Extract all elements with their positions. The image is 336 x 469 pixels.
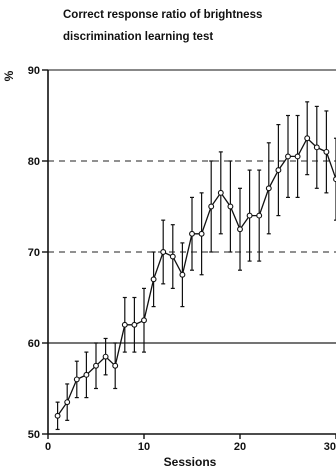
chart-title-line-2: discrimination learning test (63, 31, 214, 43)
data-point (54, 412, 61, 419)
y-tick-label-70: 70 (28, 247, 40, 259)
data-point (150, 276, 157, 283)
y-axis-label: % (2, 70, 16, 81)
data-point (179, 271, 186, 278)
data-point (275, 167, 282, 174)
x-axis-label: Sessions (164, 455, 217, 469)
x-tick-label-0: 0 (45, 441, 51, 453)
data-point (198, 230, 205, 237)
y-tick-label-50: 50 (28, 429, 40, 441)
x-tick-label-20: 20 (234, 441, 246, 453)
data-point (323, 148, 330, 155)
data-point (285, 153, 291, 160)
series-line-layer (57, 137, 336, 417)
y-tick-label-80: 80 (28, 156, 40, 168)
data-point (227, 203, 234, 210)
x-tick-label-30: 30 (324, 441, 336, 453)
data-point (333, 176, 336, 183)
data-point (246, 212, 253, 219)
x-ticks: 0 10 20 30 (45, 434, 336, 453)
data-point (237, 226, 243, 233)
chart-title-line-1: Correct response ratio of brightness (63, 9, 263, 21)
y-ticks: 50 60 70 80 90 (28, 65, 48, 441)
data-point (189, 230, 195, 237)
data-point (112, 362, 119, 369)
data-point (313, 144, 320, 151)
data-point (73, 376, 80, 383)
x-tick-label-10: 10 (138, 441, 150, 453)
error-bars (55, 101, 336, 431)
data-point (294, 153, 301, 160)
series-line (57, 137, 336, 417)
data-point (64, 399, 71, 406)
data-point (265, 185, 272, 192)
data-point (217, 189, 224, 196)
data-point (208, 203, 215, 210)
data-point (93, 362, 99, 369)
y-tick-label-60: 60 (28, 338, 40, 350)
data-point (83, 371, 90, 378)
data-point (256, 212, 263, 219)
data-point (304, 135, 311, 142)
data-point (141, 317, 147, 324)
data-point (160, 249, 167, 255)
error-bar (334, 137, 336, 221)
y-tick-label-90: 90 (28, 65, 40, 77)
data-point (131, 321, 138, 328)
data-point (169, 253, 176, 260)
data-point (121, 321, 128, 328)
data-point (102, 353, 109, 360)
data-points (54, 135, 336, 419)
